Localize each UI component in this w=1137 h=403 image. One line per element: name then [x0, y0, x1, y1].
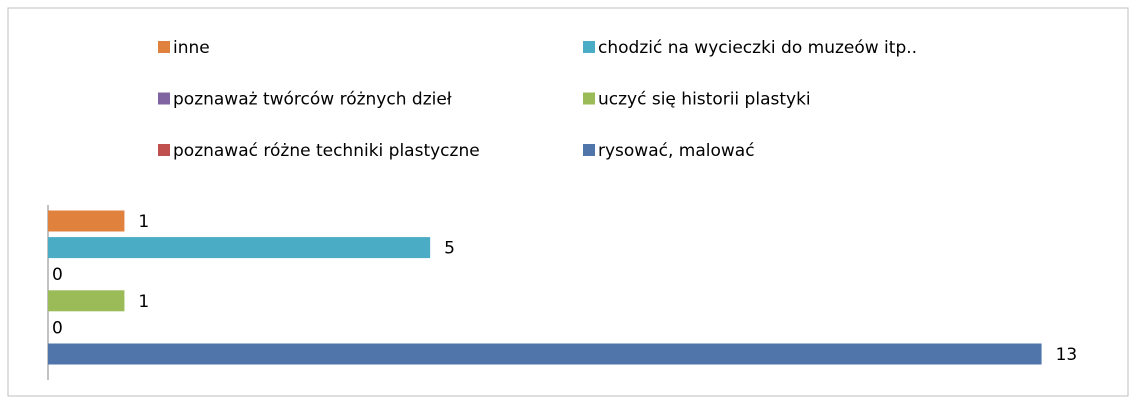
data-label: 0 — [52, 265, 63, 285]
legend-swatch — [158, 144, 170, 156]
bar — [48, 290, 125, 312]
bar — [48, 343, 1042, 365]
bar — [48, 210, 125, 232]
chart-frame — [7, 7, 1129, 397]
data-label: 13 — [1056, 345, 1078, 365]
legend-label: inne — [173, 38, 210, 58]
legend-swatch — [583, 144, 595, 156]
data-label: 1 — [138, 212, 149, 232]
legend-label: poznawać różne techniki plastyczne — [173, 141, 480, 161]
legend-label: poznaważ twórców różnych dzieł — [173, 90, 452, 110]
legend-label: uczyć się historii plastyki — [598, 90, 811, 110]
legend-swatch — [158, 41, 170, 53]
legend-label: chodzić na wycieczki do muzeów itp.. — [598, 38, 917, 58]
data-label: 1 — [138, 292, 149, 312]
legend-swatch — [583, 92, 595, 105]
legend-swatch — [158, 92, 170, 105]
legend-label: rysować, malować — [598, 141, 755, 161]
bar — [48, 237, 431, 259]
data-label: 0 — [52, 318, 63, 338]
legend-swatch — [583, 41, 595, 53]
data-label: 5 — [444, 239, 455, 259]
